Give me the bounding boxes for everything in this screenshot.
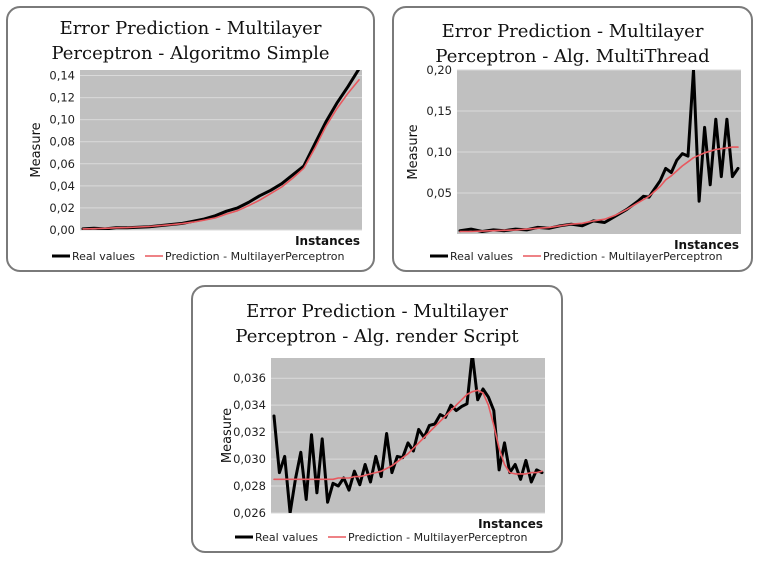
y-tick-label: 0,10 xyxy=(49,113,75,127)
chart-title-line-2: Perceptron - Alg. render Script xyxy=(235,326,519,347)
chart-panel: Error Prediction - Multilayer Perceptron… xyxy=(392,6,753,272)
y-tick-label: 0,12 xyxy=(49,91,75,105)
y-tick-label: 0,032 xyxy=(233,425,266,439)
chart-title: Error Prediction - Multilayer Perceptron… xyxy=(193,299,561,349)
series-line-real-values xyxy=(272,358,544,513)
line-chart: 0,00 0,02 0,04 0,06 0,08 0,10 0,12 0,14 Measure I… xyxy=(29,69,362,263)
legend-entry: Prediction - MultilayerPerceptron xyxy=(165,250,345,263)
series-line-prediction xyxy=(82,79,360,230)
legend-entry: Prediction - MultilayerPerceptron xyxy=(348,531,528,544)
legend-entry: Real values xyxy=(72,250,135,263)
legend: Real values Prediction - MultilayerPercep… xyxy=(52,250,345,263)
chart-title-line-1: Error Prediction - Multilayer xyxy=(59,18,322,39)
y-tick-label: 0,028 xyxy=(233,479,266,493)
y-tick-label: 0,034 xyxy=(233,398,266,412)
y-tick-label: 0,06 xyxy=(49,157,75,171)
x-axis-label: Instances xyxy=(478,517,543,531)
chart-panel: Error Prediction - Multilayer Perceptron… xyxy=(191,285,563,553)
legend: Real values Prediction - MultilayerPercep… xyxy=(430,250,723,263)
y-tick-label: 0,04 xyxy=(49,179,75,193)
y-tick-label: 0,15 xyxy=(426,104,452,118)
x-axis-label: Instances xyxy=(295,234,360,248)
legend: Real values Prediction - MultilayerPercep… xyxy=(235,531,528,544)
y-tick-label: 0,10 xyxy=(426,145,452,159)
y-axis-label: Measure xyxy=(406,124,421,179)
y-tick-label: 0,08 xyxy=(49,135,75,149)
series-line-prediction xyxy=(459,146,739,233)
y-tick-label: 0,20 xyxy=(426,63,452,77)
y-tick-label: 0,05 xyxy=(426,186,452,200)
x-axis-label: Instances xyxy=(674,238,739,252)
chart-panel: Error Prediction - Multilayer Perceptron… xyxy=(6,6,375,272)
line-chart: 0,026 0,028 0,030 0,032 0,034 0,036 Measure Ins… xyxy=(220,358,545,544)
legend-entry: Prediction - MultilayerPerceptron xyxy=(543,250,723,263)
chart-title-line-1: Error Prediction - Multilayer xyxy=(441,21,704,42)
y-tick-label: 0,00 xyxy=(49,223,75,237)
chart-title: Error Prediction - Multilayer Perceptron… xyxy=(394,19,751,69)
chart-title-line-2: Perceptron - Algoritmo Simple xyxy=(51,43,330,64)
y-tick-label: 0,030 xyxy=(233,452,266,466)
chart-title-line-1: Error Prediction - Multilayer xyxy=(246,301,508,322)
chart-title: Error Prediction - Multilayer Perceptron… xyxy=(8,16,373,66)
y-axis-label: Measure xyxy=(220,408,235,463)
series-line-prediction xyxy=(273,389,543,481)
plot-area xyxy=(80,70,362,230)
y-axis-label: Measure xyxy=(29,122,44,177)
y-tick-label: 0,036 xyxy=(233,371,266,385)
legend-entry: Real values xyxy=(450,250,513,263)
y-tick-label: 0,14 xyxy=(49,69,75,83)
y-tick-label: 0,026 xyxy=(233,506,266,520)
legend-entry: Real values xyxy=(255,531,318,544)
chart-title-line-2: Perceptron - Alg. MultiThread xyxy=(435,46,710,67)
y-tick-label: 0,02 xyxy=(49,201,75,215)
